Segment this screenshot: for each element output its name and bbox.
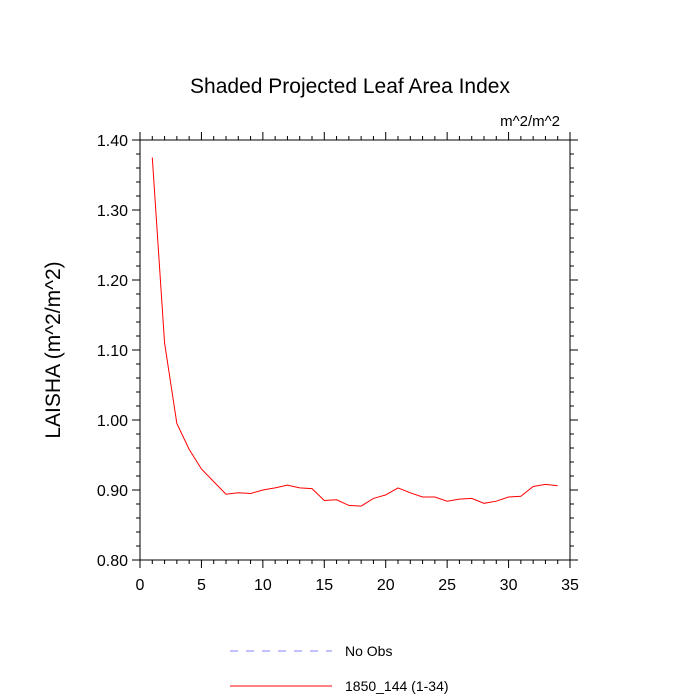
y-tick-label: 1.10 xyxy=(97,343,128,360)
tick-labels: 0 5 10 15 20 25 30 35 0.80 0.90 1.00 1.10 1.20 1.30 1.… xyxy=(97,133,579,594)
units-label: m^2/m^2 xyxy=(500,113,560,130)
x-tick-label: 5 xyxy=(197,577,206,594)
axes xyxy=(139,139,571,561)
plot-frame xyxy=(139,139,571,561)
x-tick-label: 10 xyxy=(254,577,272,594)
x-tick-label: 30 xyxy=(500,577,518,594)
y-tick-label: 1.00 xyxy=(97,413,128,430)
y-tick-label: 1.30 xyxy=(97,203,128,220)
legend: No Obs 1850_144 (1-34) xyxy=(230,643,449,694)
legend-label-1: 1850_144 (1-34) xyxy=(345,678,449,694)
y-tick-label: 1.40 xyxy=(97,133,128,150)
x-tick-label: 0 xyxy=(136,577,145,594)
x-tick-label: 20 xyxy=(377,577,395,594)
x-tick-label: 35 xyxy=(561,577,579,594)
x-tick-label: 15 xyxy=(315,577,333,594)
y-tick-label: 0.90 xyxy=(97,483,128,500)
y-tick-label: 0.80 xyxy=(97,553,128,570)
ticks xyxy=(132,132,578,568)
y-tick-label: 1.20 xyxy=(97,273,128,290)
plot-lines xyxy=(151,157,558,507)
legend-label-0: No Obs xyxy=(345,643,392,659)
chart-title: Shaded Projected Leaf Area Index xyxy=(190,75,510,98)
y-axis-label: LAISHA (m^2/m^2) xyxy=(42,261,65,438)
x-tick-label: 25 xyxy=(438,577,456,594)
series-line-1 xyxy=(151,157,558,507)
